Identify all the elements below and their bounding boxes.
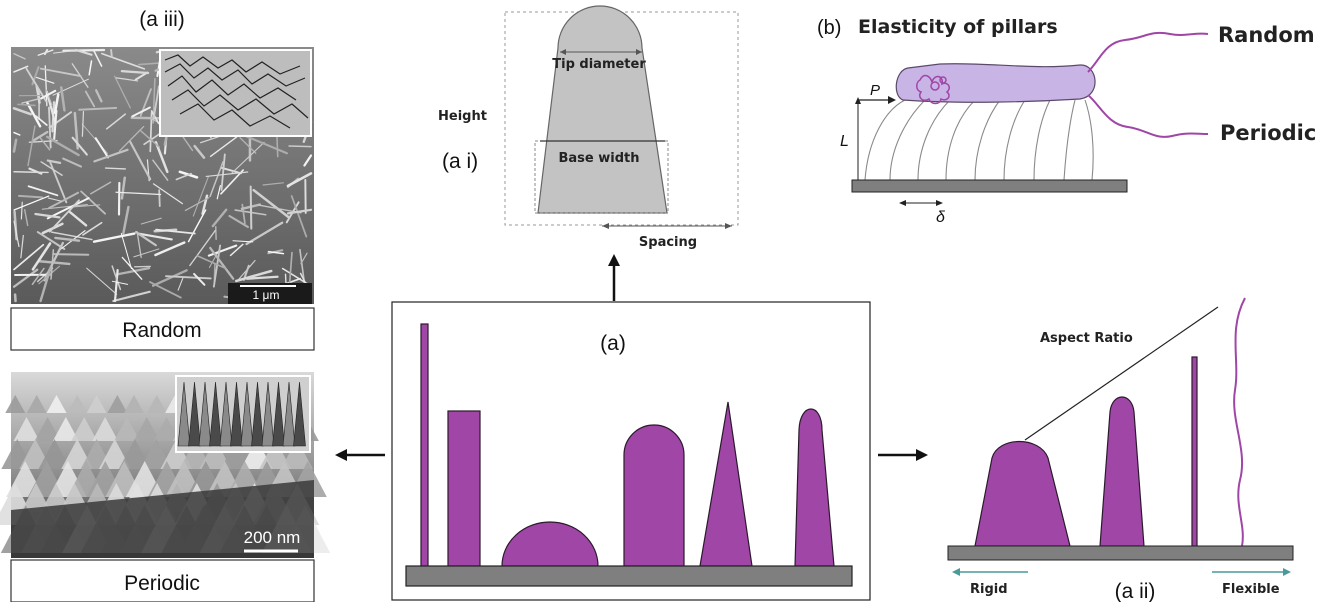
random-scale-label: 1 μm [253,288,280,302]
pillar-rounded [623,424,685,567]
aspect-pillar-thin [1191,356,1198,547]
panel-a-base [405,565,853,587]
periodic-inset-spikes [177,381,306,447]
periodic-label: Periodic [1220,121,1316,145]
aspect-pillar-tall [1099,396,1145,547]
pillar-tapered [794,408,835,567]
pillar-dome [501,521,599,567]
aspect-pillars [974,356,1198,547]
pillar-rectangular [447,410,481,567]
periodic-caption: Periodic [124,572,200,595]
panel-b: (b) Elasticity of pillars P L [817,16,1316,226]
periodic-caption-box [10,559,315,602]
aspect-pillar-wide [974,440,1071,547]
panel-a-iii-label: (a iii) [139,8,185,31]
panel-a-iii: (a iii) 1 μm Random [10,8,315,351]
panel-a-label: (a) [600,332,626,355]
bacterium-body [895,63,1096,103]
panel-b-label: (b) [817,17,841,39]
panel-a-i: Tip diameter Base width Height (a i) Spa… [438,5,739,250]
random-scale-bar-box [228,283,312,304]
bacterium-nucleoid [916,74,950,105]
base-width-label: Base width [558,151,639,166]
panel-periodic: 200 nm Periodic [0,372,331,602]
pillar-shapes [420,323,835,567]
spacing-label: Spacing [639,235,697,250]
height-label: Height [438,109,487,124]
geometry-pillar [537,5,668,214]
tip-diameter-label: Tip diameter [552,57,646,72]
panel-b-title: Elasticity of pillars [858,16,1058,38]
aspect-flexible-pillar [1233,297,1246,547]
bacterium-flagella [1087,31,1209,138]
length-l-label: L [840,133,849,150]
flexible-label: Flexible [1222,582,1280,597]
random-caption: Random [122,319,201,342]
connector-arrows [335,254,928,461]
force-p-label: P [870,82,880,99]
random-label: Random [1218,23,1315,47]
panel-a-ii-label: (a ii) [1115,580,1156,602]
rigid-label: Rigid [970,582,1008,597]
elastic-base [851,179,1128,193]
periodic-scale-label: 200 nm [244,528,301,547]
bending-pillars [864,99,1094,181]
panel-a: (a) [391,301,871,601]
aspect-ratio-line [1024,306,1219,441]
pillar-thin [420,323,429,567]
aspect-ratio-label: Aspect Ratio [1040,331,1133,346]
random-caption-box [10,307,315,351]
panel-a-i-label: (a i) [442,150,478,173]
periodic-substrate-edge [11,480,314,558]
deflection-delta-label: δ [936,209,946,226]
panel-a-ii-base [947,545,1294,561]
panel-a-ii: Aspect Ratio Rigid Flexible (a ii) [947,297,1294,602]
random-inset-lines [164,54,309,129]
